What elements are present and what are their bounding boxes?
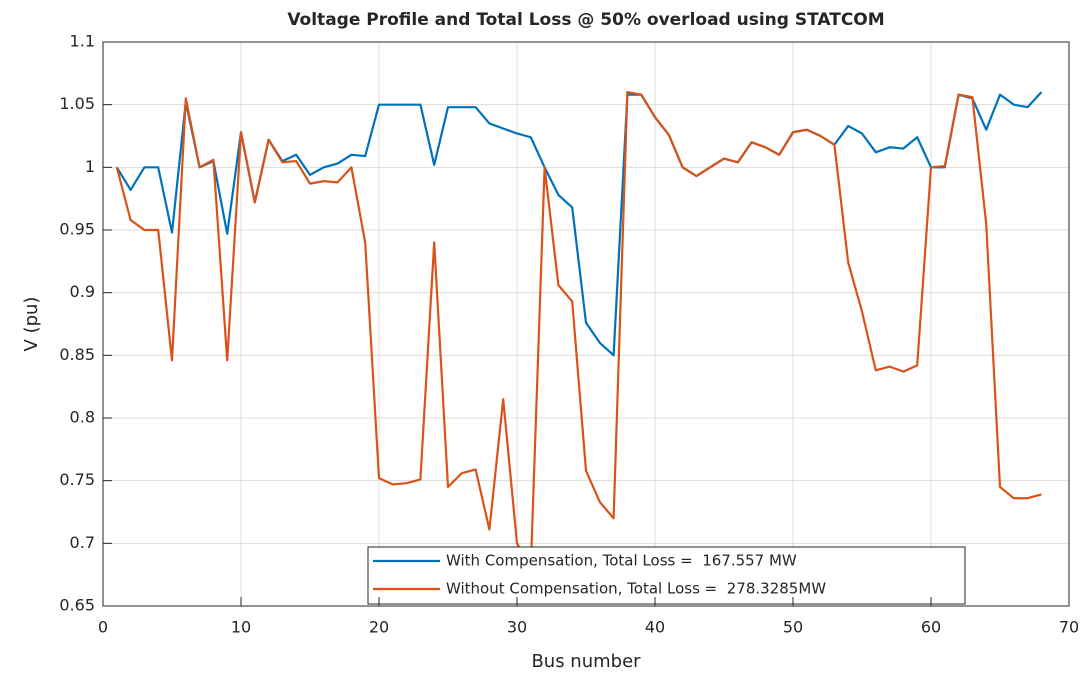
y-tick-label: 0.7 <box>70 533 95 552</box>
x-tick-label: 70 <box>1059 618 1079 637</box>
x-tick-label: 20 <box>369 618 389 637</box>
y-tick-label: 0.95 <box>59 220 95 239</box>
y-tick-label: 1.05 <box>59 94 95 113</box>
x-tick-label: 10 <box>231 618 251 637</box>
y-tick-label: 1.1 <box>70 32 95 51</box>
chart-title: Voltage Profile and Total Loss @ 50% ove… <box>287 10 884 30</box>
y-tick-label: 0.85 <box>59 345 95 364</box>
y-tick-label: 0.8 <box>70 408 95 427</box>
legend: With Compensation, Total Loss = 167.557 … <box>367 546 966 605</box>
x-tick-label: 0 <box>98 618 108 637</box>
series-line <box>115 91 1042 570</box>
x-tick-label: 40 <box>645 618 665 637</box>
y-tick-label: 0.65 <box>59 596 95 615</box>
x-tick-label: 30 <box>507 618 527 637</box>
legend-label: Without Compensation, Total Loss = 278.3… <box>446 580 826 598</box>
lines <box>115 91 1043 570</box>
x-axis-label: Bus number <box>531 651 641 672</box>
x-tick-label: 60 <box>921 618 941 637</box>
y-tick-label: 1 <box>85 157 95 176</box>
y-tick-label: 0.9 <box>70 282 95 301</box>
x-tick-label: 50 <box>783 618 803 637</box>
legend-box <box>367 546 966 605</box>
legend-label: With Compensation, Total Loss = 167.557 … <box>446 552 797 570</box>
y-tick-label: 0.75 <box>59 470 95 489</box>
y-axis-label: V (pu) <box>21 297 42 352</box>
axes-box <box>102 41 1070 607</box>
